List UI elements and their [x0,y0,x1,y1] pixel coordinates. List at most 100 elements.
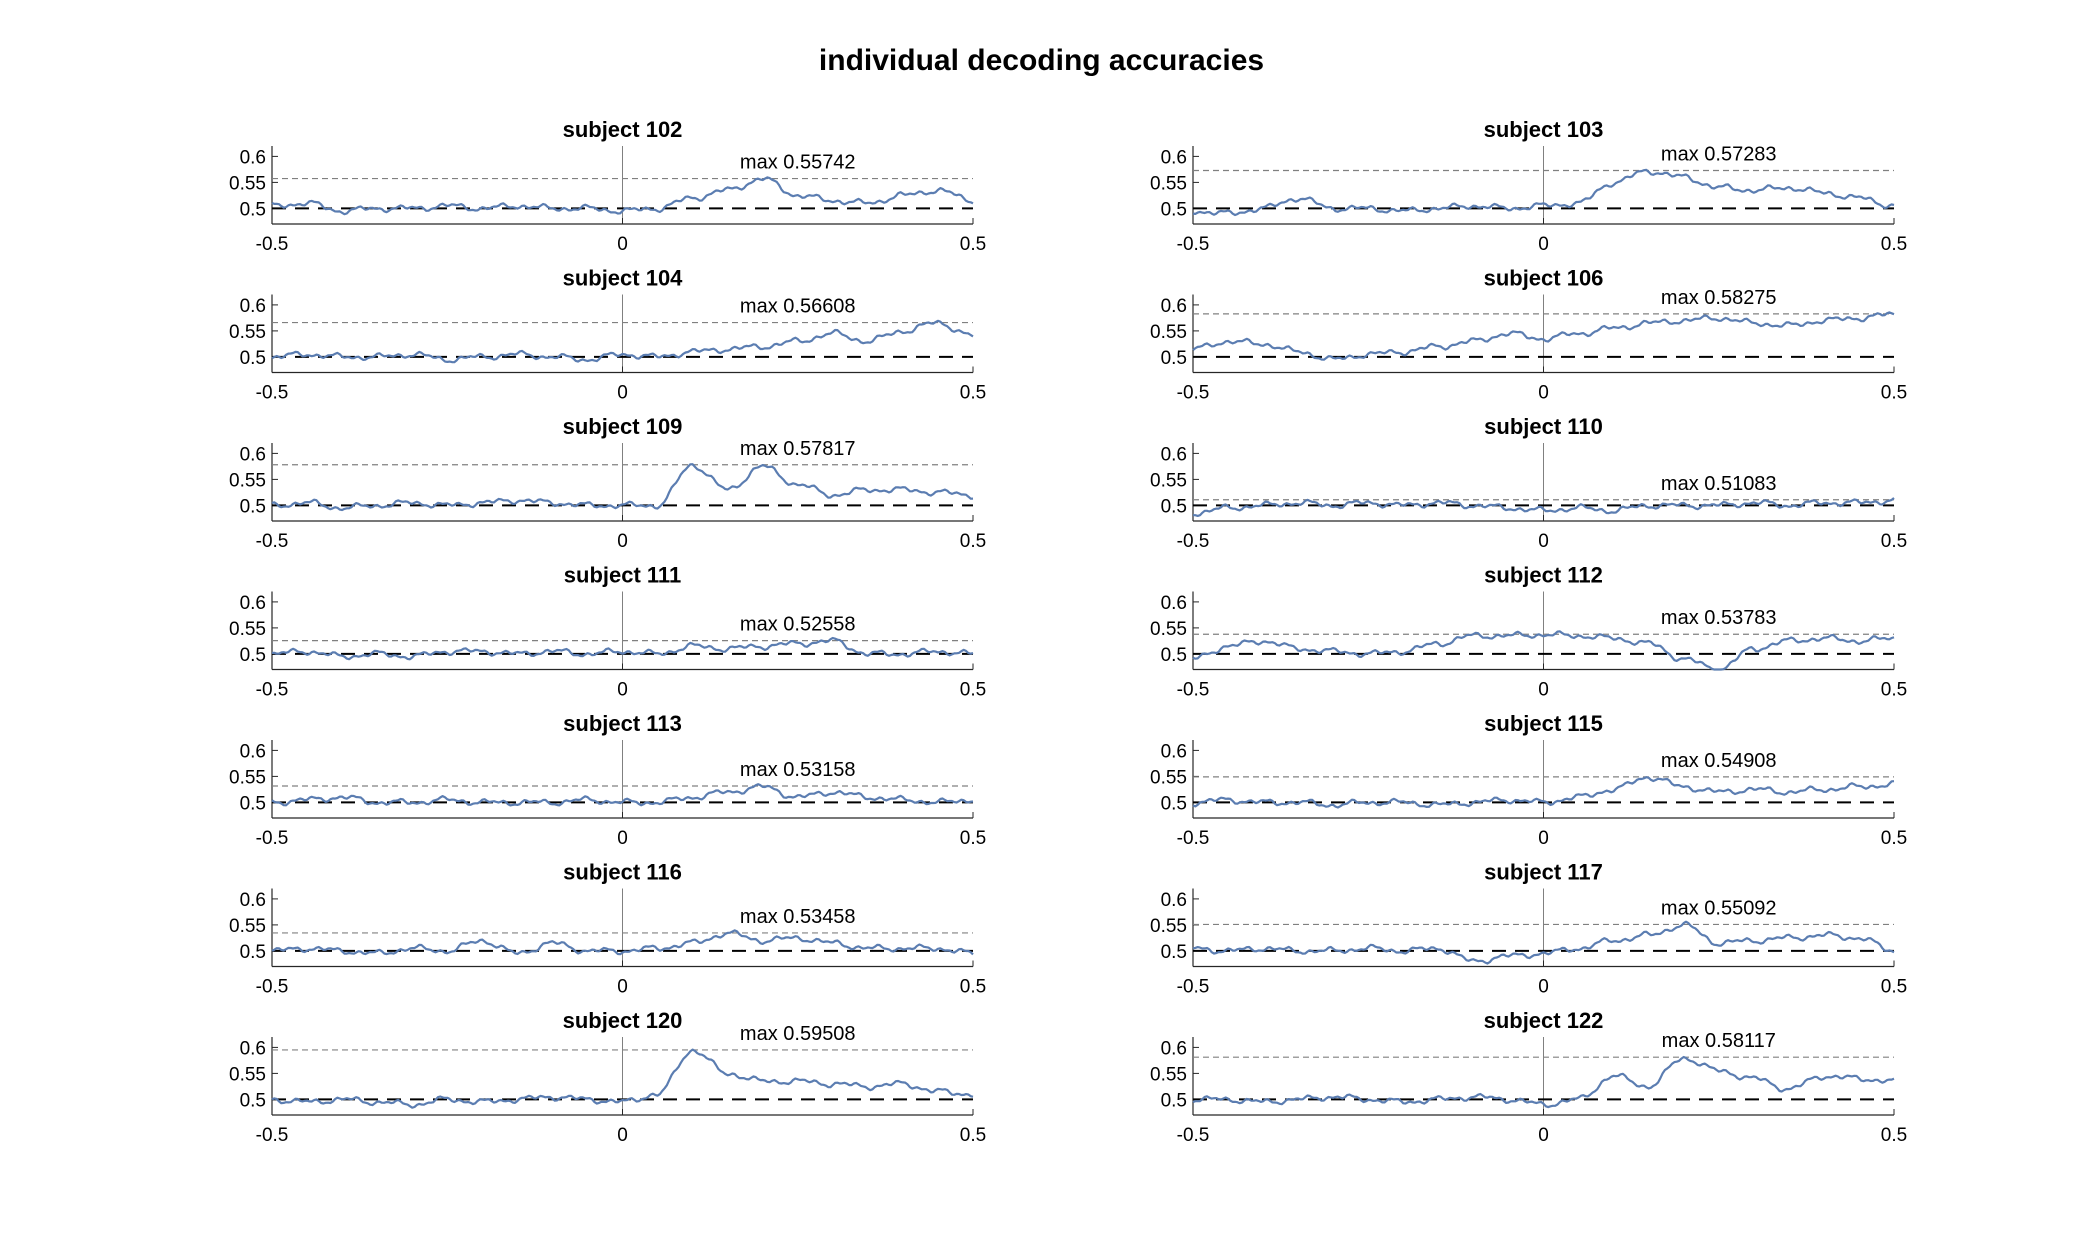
y-tick-label: 0.5 [1161,793,1187,814]
accuracy-series-line [271,176,974,216]
y-tick-label: 0.55 [1150,1064,1187,1085]
y-tick-label: 0.55 [229,767,266,788]
max-annotation: max 0.56608 [740,296,856,318]
y-tick-label: 0.55 [1150,322,1187,343]
max-annotation: max 0.55742 [740,152,856,174]
y-tick-label: 0.5 [1161,645,1187,666]
x-tick-label: -0.5 [1177,531,1210,552]
max-annotation: max 0.57817 [740,438,856,460]
subplot-title: subject 104 [563,266,684,291]
x-tick-label: 0.5 [960,680,986,701]
subplot: subject 110 0.5 0.55 0.6 -0.5 0 0.5 max 0.51083 [1150,414,1907,552]
x-tick-label: 0.5 [960,828,986,849]
y-tick-label: 0.55 [1150,619,1187,640]
x-tick-label: 0 [617,531,628,552]
y-tick-label: 0.5 [240,496,266,517]
subplot: subject 120 0.5 0.55 0.6 -0.5 0 0.5 max 0.59508 [229,1008,986,1146]
y-tick-label: 0.5 [240,942,266,963]
x-tick-label: -0.5 [256,977,289,998]
accuracy-series-line [1192,168,1895,217]
x-tick-label: 0.5 [1881,1125,1907,1146]
max-annotation: max 0.51083 [1661,473,1777,495]
subplot-title: subject 110 [1484,414,1603,439]
subplot-title: subject 109 [563,414,683,439]
y-tick-label: 0.55 [1150,916,1187,937]
subplot: subject 103 0.5 0.55 0.6 -0.5 0 0.5 max 0.57283 [1150,117,1907,255]
max-annotation: max 0.58117 [1662,1030,1776,1052]
accuracy-series-line [271,463,974,512]
figure-title: individual decoding accuracies [818,44,1265,77]
y-tick-label: 0.6 [240,890,266,911]
subplot: subject 115 0.5 0.55 0.6 -0.5 0 0.5 max 0.54908 [1150,711,1907,849]
max-annotation: max 0.57283 [1661,144,1777,166]
accuracy-series-line [271,319,974,364]
y-tick-label: 0.5 [240,793,266,814]
y-tick-label: 0.6 [1161,1038,1187,1059]
x-tick-label: 0 [617,680,628,701]
x-tick-label: -0.5 [1177,828,1210,849]
x-tick-label: 0.5 [960,383,986,404]
accuracy-series-line [1192,630,1895,671]
x-tick-label: 0.5 [960,977,986,998]
subplot-title: subject 120 [563,1008,683,1033]
x-tick-label: -0.5 [256,1125,289,1146]
y-tick-label: 0.6 [1161,741,1187,762]
x-tick-label: 0 [1538,680,1549,701]
accuracy-series-line [1192,311,1895,361]
subplot: subject 106 0.5 0.55 0.6 -0.5 0 0.5 max 0.58275 [1150,266,1907,404]
x-tick-label: -0.5 [1177,383,1210,404]
accuracy-series-line [271,636,974,661]
x-tick-label: 0.5 [960,234,986,255]
x-tick-label: 0 [617,234,628,255]
x-tick-label: 0.5 [1881,531,1907,552]
y-tick-label: 0.5 [240,645,266,666]
x-tick-label: -0.5 [256,234,289,255]
max-annotation: max 0.53783 [1661,607,1777,629]
accuracy-series-line [1192,1055,1895,1109]
subplot: subject 112 0.5 0.55 0.6 -0.5 0 0.5 max 0.53783 [1150,563,1907,701]
subplot: subject 109 0.5 0.55 0.6 -0.5 0 0.5 max 0.57817 [229,414,986,552]
subplot: subject 122 0.5 0.55 0.6 -0.5 0 0.5 max 0.58117 [1150,1008,1907,1146]
y-tick-label: 0.5 [1161,199,1187,220]
x-tick-label: -0.5 [256,383,289,404]
y-tick-label: 0.55 [229,916,266,937]
y-tick-label: 0.6 [1161,296,1187,317]
subplot-title: subject 103 [1484,117,1604,142]
x-tick-label: 0 [1538,383,1549,404]
max-annotation: max 0.53458 [740,906,856,928]
max-annotation: max 0.54908 [1661,750,1777,772]
x-tick-label: 0 [1538,531,1549,552]
subplot: subject 113 0.5 0.55 0.6 -0.5 0 0.5 max 0.53158 [229,711,986,849]
y-tick-label: 0.5 [1161,942,1187,963]
x-tick-label: 0.5 [1881,383,1907,404]
accuracy-series-line [1192,776,1895,809]
subplot: subject 111 0.5 0.55 0.6 -0.5 0 0.5 max 0.52558 [229,563,986,701]
x-tick-label: 0 [617,977,628,998]
x-tick-label: 0.5 [960,531,986,552]
y-tick-label: 0.6 [240,147,266,168]
subplot: subject 117 0.5 0.55 0.6 -0.5 0 0.5 max 0.55092 [1150,860,1907,998]
y-tick-label: 0.55 [229,1064,266,1085]
y-tick-label: 0.5 [240,348,266,369]
subplot: subject 116 0.5 0.55 0.6 -0.5 0 0.5 max 0.53458 [229,860,986,998]
y-tick-label: 0.6 [240,444,266,465]
x-tick-label: -0.5 [1177,977,1210,998]
x-tick-label: 0.5 [1881,977,1907,998]
y-tick-label: 0.55 [229,173,266,194]
x-tick-label: 0.5 [960,1125,986,1146]
y-tick-label: 0.6 [1161,593,1187,614]
y-tick-label: 0.55 [229,470,266,491]
x-tick-label: 0.5 [1881,828,1907,849]
max-annotation: max 0.59508 [740,1023,856,1045]
subplot-title: subject 115 [1484,711,1603,736]
y-tick-label: 0.6 [1161,147,1187,168]
x-tick-label: 0.5 [1881,680,1907,701]
x-tick-label: 0 [1538,828,1549,849]
x-tick-label: 0 [617,383,628,404]
y-tick-label: 0.5 [240,1090,266,1111]
y-tick-label: 0.5 [1161,496,1187,517]
subplot-title: subject 122 [1484,1008,1604,1033]
subplot-title: subject 112 [1484,563,1603,588]
y-tick-label: 0.5 [1161,1090,1187,1111]
